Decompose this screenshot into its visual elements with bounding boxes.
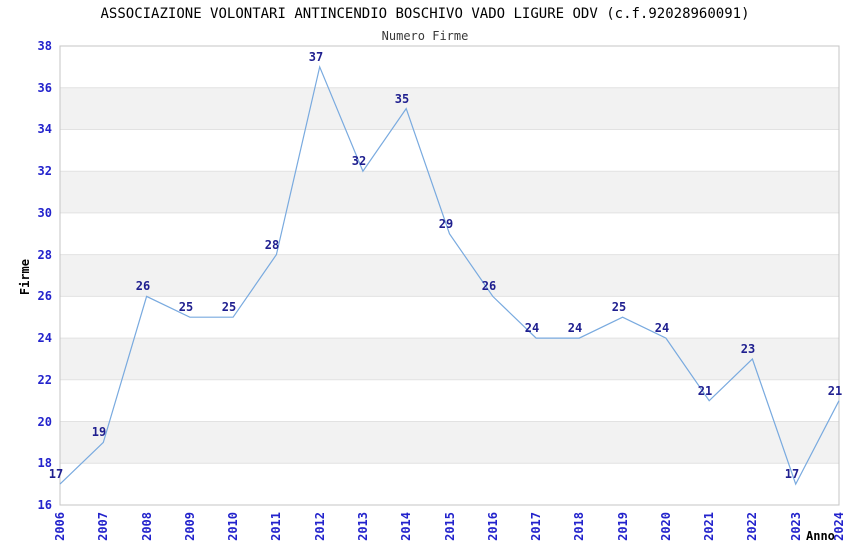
y-tick-label: 34: [37, 122, 52, 136]
point-label: 25: [178, 300, 194, 314]
point-label: 26: [135, 279, 151, 293]
x-tick-label: 2008: [140, 512, 154, 541]
grid-band: [60, 421, 839, 464]
x-tick-label: 2006: [53, 512, 67, 541]
point-label: 37: [308, 50, 324, 64]
x-tick-label: 2016: [486, 512, 500, 541]
point-label: 19: [91, 425, 107, 439]
grid-band: [60, 338, 839, 380]
grid-band: [60, 171, 839, 213]
y-tick-label: 26: [37, 289, 52, 303]
data-line: [59, 64, 840, 486]
y-tick-label: 16: [37, 498, 52, 512]
point-label: 29: [438, 217, 454, 231]
y-tick-label: 22: [37, 373, 52, 387]
x-tick-label: 2017: [529, 512, 543, 541]
y-tick-label: 30: [37, 206, 52, 220]
x-tick-label: 2024: [832, 512, 846, 541]
x-tick-label: 2007: [96, 512, 110, 541]
grid-band: [60, 463, 839, 505]
point-label: 24: [567, 321, 583, 335]
y-tick-label: 28: [37, 248, 52, 262]
point-label: 21: [697, 384, 713, 398]
y-tick-label: 36: [37, 81, 52, 95]
point-label: 21: [827, 384, 843, 398]
grid-band: [60, 46, 839, 88]
y-tick-label: 32: [37, 164, 52, 178]
x-tick-label: 2021: [702, 512, 716, 541]
point-label: 32: [351, 154, 367, 168]
grid-band: [60, 87, 839, 130]
point-label: 35: [394, 92, 410, 106]
y-axis-label: Firme: [18, 259, 32, 296]
x-tick-label: 2009: [183, 512, 197, 541]
y-tick-label: 24: [37, 331, 52, 345]
chart-subtitle: Numero Firme: [381, 29, 469, 43]
grid-band: [60, 254, 839, 297]
y-tick-label: 20: [37, 415, 52, 429]
x-tick-label: 2023: [789, 512, 803, 541]
point-label: 17: [784, 467, 800, 481]
point-label: 23: [740, 342, 756, 356]
point-label: 17: [48, 467, 64, 481]
grid-band: [60, 129, 839, 172]
grid-band: [60, 379, 839, 422]
x-tick-label: 2019: [616, 512, 630, 541]
x-tick-label: 2014: [399, 512, 413, 541]
point-label: 25: [221, 300, 237, 314]
x-tick-label: 2018: [572, 512, 586, 541]
y-tick-label: 38: [37, 39, 52, 53]
grid-band: [60, 296, 839, 339]
y-tick-label: 18: [37, 456, 52, 470]
x-tick-label: 2020: [659, 512, 673, 541]
plot-border: [59, 45, 840, 506]
x-tick-label: 2013: [356, 512, 370, 541]
x-tick-label: 2010: [226, 512, 240, 541]
point-label: 28: [264, 238, 280, 252]
x-tick-label: 2012: [313, 512, 327, 541]
point-label: 24: [524, 321, 540, 335]
x-tick-label: 2011: [269, 512, 283, 541]
point-label: 25: [611, 300, 627, 314]
x-axis-label: Anno: [806, 529, 835, 543]
chart-title: ASSOCIAZIONE VOLONTARI ANTINCENDIO BOSCH…: [100, 6, 750, 22]
point-label: 26: [481, 279, 497, 293]
point-label: 24: [654, 321, 670, 335]
x-tick-label: 2022: [745, 512, 759, 541]
x-tick-label: 2015: [443, 512, 457, 541]
